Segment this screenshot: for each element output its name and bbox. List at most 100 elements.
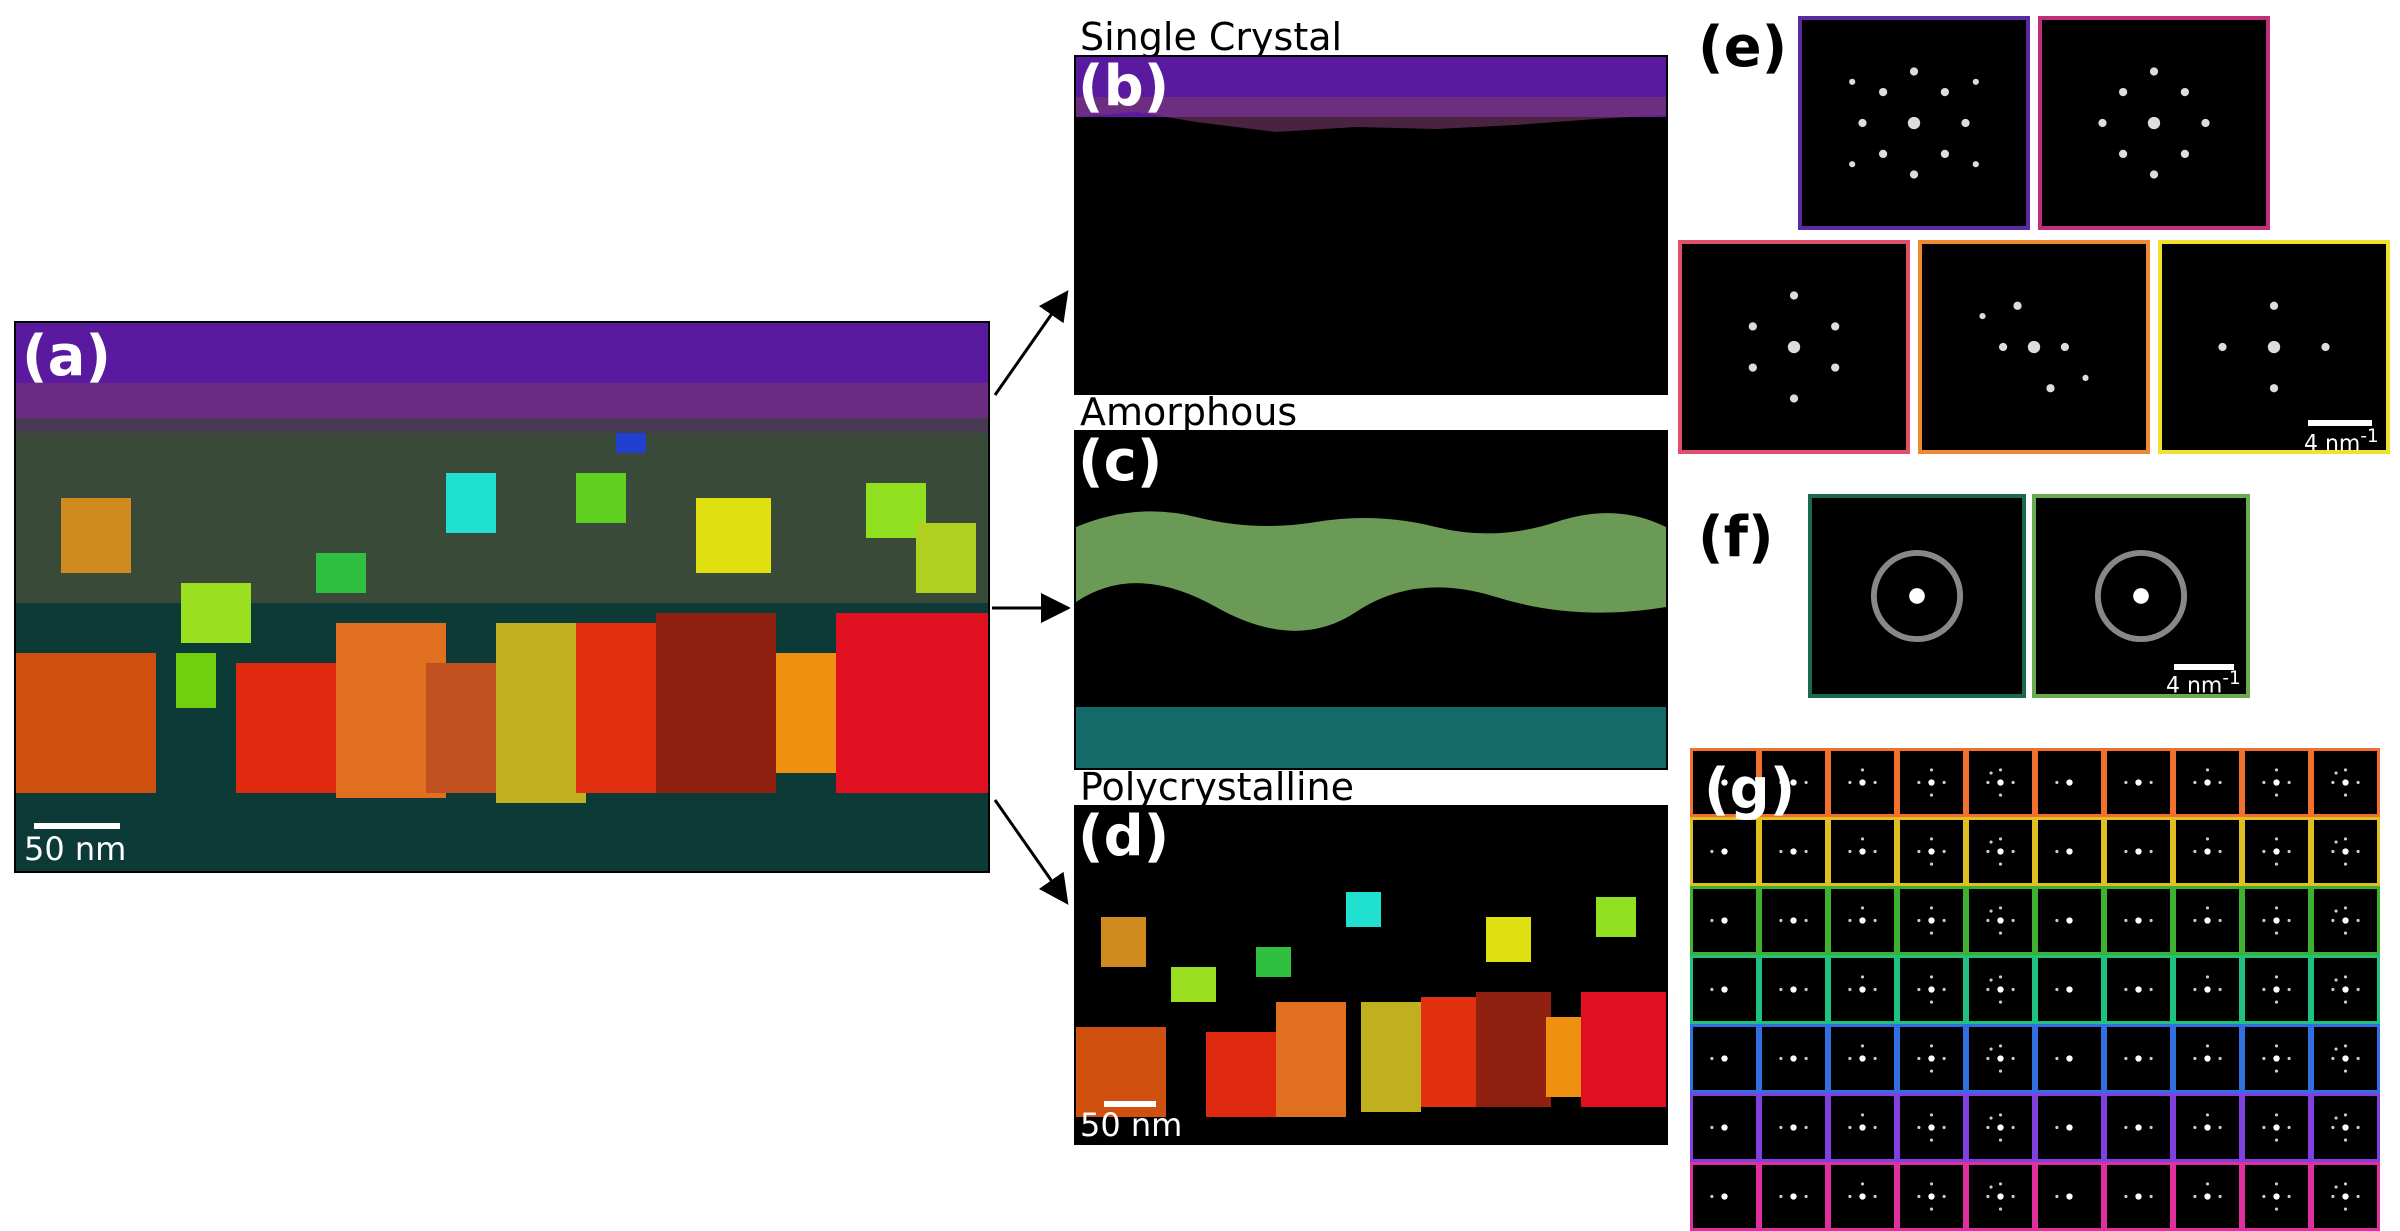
dp-g-cell <box>1690 817 1759 886</box>
panel-d-scale-bar <box>1104 1101 1156 1107</box>
dp-g-pattern <box>2124 848 2153 855</box>
dp-g-cell <box>2311 817 2380 886</box>
dp-g-pattern <box>2262 1044 2291 1073</box>
dp-g-pattern <box>1779 848 1808 855</box>
arrow-to-b <box>993 290 1069 396</box>
panel-d-label: (d) <box>1078 805 1170 869</box>
dp-g-pattern <box>2193 1044 2222 1062</box>
dp-g-pattern <box>2331 1113 2360 1142</box>
panel-c-map: (c) <box>1074 430 1668 770</box>
panel-f-scale-bar <box>2174 664 2234 670</box>
dp-g-cell <box>1690 1024 1759 1093</box>
panel-a-scale-text: 50 nm <box>24 830 127 868</box>
dp-g-cell <box>1828 886 1897 955</box>
dp-g-pattern <box>1848 1044 1877 1062</box>
dp-g-pattern <box>2124 986 2153 993</box>
dp-f-2 <box>2032 494 2250 698</box>
dp-g-cell <box>1828 1024 1897 1093</box>
dp-g-pattern <box>1917 1113 1946 1142</box>
dp-g-pattern <box>1986 1182 2015 1211</box>
dp-g-pattern <box>2055 917 2073 924</box>
dp-g-pattern <box>1917 1182 1946 1211</box>
dp-g-cell <box>1690 886 1759 955</box>
dp-g-pattern <box>2055 1124 2073 1131</box>
dp-g-pattern <box>2193 837 2222 855</box>
dp-g-pattern <box>1779 986 1808 993</box>
dp-g-pattern <box>1848 837 1877 855</box>
dp-g-pattern <box>2262 768 2291 797</box>
dp-e-2 <box>2038 16 2270 230</box>
dp-g-cell <box>1759 817 1828 886</box>
dp-e-1-pattern <box>1849 67 1979 179</box>
dp-g-pattern <box>2055 1193 2073 1200</box>
dp-g-pattern <box>2193 906 2222 924</box>
dp-g-cell <box>1966 1162 2035 1231</box>
panel-c-label: (c) <box>1078 430 1163 494</box>
dp-g-cell <box>1897 1024 1966 1093</box>
panel-d-image <box>1076 807 1666 1143</box>
dp-g-pattern <box>1710 1124 1728 1131</box>
dp-g-pattern <box>2262 1113 2291 1142</box>
dp-g-cell <box>2173 1024 2242 1093</box>
dp-g-pattern <box>1779 1055 1808 1062</box>
dp-g-cell <box>2035 1162 2104 1231</box>
dp-g-pattern <box>1986 1044 2015 1073</box>
dp-g-pattern <box>2124 1124 2153 1131</box>
dp-e-3-pattern <box>1748 291 1840 403</box>
dp-g-cell <box>2311 1162 2380 1231</box>
dp-g-cell <box>2173 1162 2242 1231</box>
dp-g-pattern <box>1986 837 2015 866</box>
dp-e-2-pattern <box>2098 67 2210 179</box>
dp-g-cell <box>1690 1162 1759 1231</box>
dp-g-pattern <box>2124 779 2153 786</box>
dp-g-pattern <box>2331 906 2360 935</box>
dp-e-4 <box>1918 240 2150 454</box>
dp-g-pattern <box>2055 848 2073 855</box>
panel-e-scale-text: 4 nm-1 <box>2304 426 2379 457</box>
dp-g-cell <box>1966 748 2035 817</box>
dp-g-pattern <box>2331 768 2360 797</box>
dp-g-cell <box>2242 1162 2311 1231</box>
dp-g-cell <box>2311 1024 2380 1093</box>
dp-g-pattern <box>1779 917 1808 924</box>
dp-g-pattern <box>1779 1124 1808 1131</box>
dp-g-cell <box>2035 1093 2104 1162</box>
dp-g-cell <box>1828 1162 1897 1231</box>
dp-f-2-pattern <box>2094 549 2188 643</box>
dp-g-pattern <box>1710 779 1728 786</box>
dp-g-pattern <box>2262 975 2291 1004</box>
dp-g-cell <box>1897 1162 1966 1231</box>
dp-g-cell <box>1897 955 1966 1024</box>
dp-g-pattern <box>1779 1193 1808 1200</box>
dp-g-cell <box>1828 817 1897 886</box>
panel-b-label: (b) <box>1078 55 1170 119</box>
dp-g-pattern <box>1779 779 1808 786</box>
dp-g-cell <box>1759 1093 1828 1162</box>
dp-g-cell <box>1759 1024 1828 1093</box>
dp-g-cell <box>2311 886 2380 955</box>
dp-g-cell <box>1966 817 2035 886</box>
dp-g-pattern <box>2193 1113 2222 1131</box>
dp-g-cell <box>1690 1093 1759 1162</box>
dp-g-cell <box>2104 886 2173 955</box>
dp-g-cell <box>2173 748 2242 817</box>
dp-e-5-pattern <box>2218 301 2330 393</box>
dp-g-cell <box>2173 817 2242 886</box>
dp-f-1 <box>1808 494 2026 698</box>
dp-g-cell <box>2242 1093 2311 1162</box>
dp-g-cell <box>2242 817 2311 886</box>
dp-g-pattern <box>2055 1055 2073 1062</box>
dp-g-cell <box>1690 748 1759 817</box>
dp-g-cell <box>2104 817 2173 886</box>
dp-g-pattern <box>1848 768 1877 786</box>
dp-e-4-pattern <box>1979 301 2089 393</box>
dp-g-pattern <box>2055 986 2073 993</box>
panel-a-scale-bar <box>34 823 120 829</box>
dp-g-pattern <box>1710 1193 1728 1200</box>
dp-f-1-pattern <box>1870 549 1964 643</box>
dp-g-pattern <box>1917 975 1946 1004</box>
dp-g-pattern <box>1986 975 2015 1004</box>
panel-d-scale-text: 50 nm <box>1080 1106 1183 1144</box>
dp-g-cell <box>2173 886 2242 955</box>
dp-g-cell <box>2242 1024 2311 1093</box>
